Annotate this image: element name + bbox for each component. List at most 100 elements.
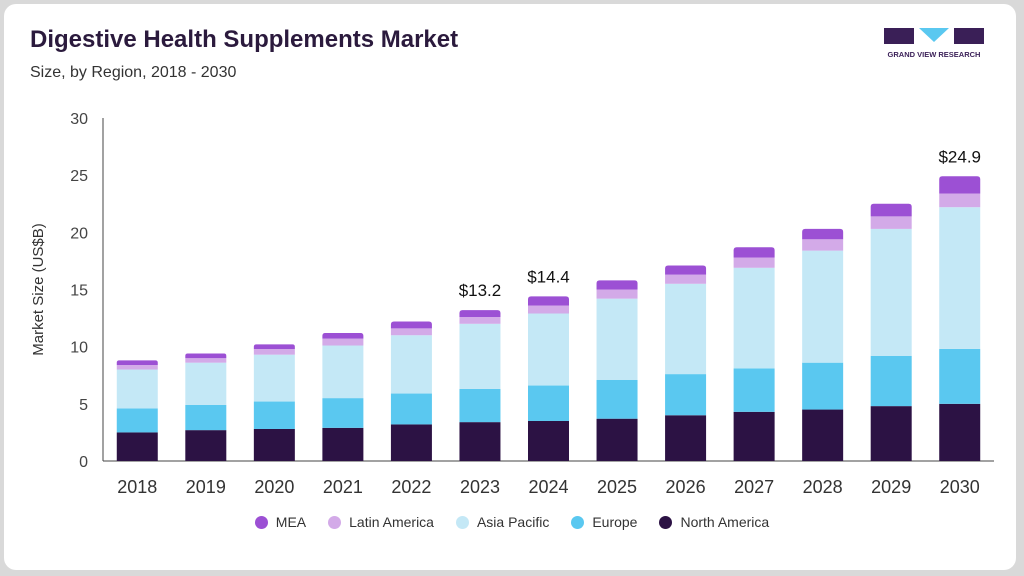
bar-segment-asia-pacific [733, 267, 775, 369]
bar-segment-asia-pacific [870, 228, 912, 356]
bar-segment-latin-america [939, 193, 981, 208]
x-tick-label: 2027 [734, 477, 774, 497]
bar-segment-north-america [528, 420, 569, 461]
bar-segment-latin-america [870, 216, 912, 229]
bar-segment-europe [116, 408, 158, 433]
bar-segment-north-america [870, 406, 912, 461]
bar-segment-north-america [253, 428, 295, 461]
x-tick-label: 2029 [871, 477, 911, 497]
logo-text: GRAND VIEW RESEARCH [888, 50, 981, 59]
y-tick-label: 25 [70, 168, 88, 185]
page-title: Digestive Health Supplements Market [30, 26, 459, 53]
x-tick-label: 2026 [666, 477, 706, 497]
legend-item-mea: MEA [254, 514, 307, 530]
x-tick-label: 2021 [323, 477, 363, 497]
bar-segment-mea [185, 353, 227, 359]
bar-segment-north-america [390, 424, 432, 461]
x-tick-label: 2022 [391, 477, 431, 497]
legend-item-latin-america: Latin America [328, 514, 434, 530]
legend-swatch [571, 515, 585, 529]
grand-view-research-logo: GRAND VIEW RESEARCH [884, 28, 984, 59]
bar-segment-mea [116, 360, 158, 365]
total-value-label: $13.2 [459, 281, 502, 300]
bar-segment-europe [939, 348, 981, 404]
legend-item-asia-pacific: Asia Pacific [455, 514, 550, 530]
bar-segment-europe [733, 368, 775, 412]
y-tick-label: 30 [70, 111, 88, 128]
bar-segment-mea [459, 310, 501, 317]
bar-segment-asia-pacific [116, 369, 158, 409]
bar-segment-europe [185, 404, 227, 431]
legend-label: Latin America [349, 514, 434, 530]
bar-segment-mea [939, 176, 981, 194]
bar-segment-north-america [939, 403, 981, 461]
y-tick-label: 20 [70, 225, 88, 242]
bar-segment-europe [665, 374, 707, 416]
x-tick-label: 2019 [186, 477, 226, 497]
y-axis-label: Market Size (US$B) [30, 223, 47, 356]
bar-segment-mea [528, 296, 569, 306]
bar-segment-mea [322, 332, 364, 339]
bar-segment-north-america [185, 430, 227, 461]
bar-segment-mea [665, 265, 707, 275]
bar-segment-europe [596, 379, 638, 419]
y-tick-label: 15 [70, 283, 88, 300]
bar-segment-asia-pacific [939, 207, 981, 349]
y-tick-label: 10 [70, 340, 88, 357]
legend-swatch [254, 515, 268, 529]
bar-segment-asia-pacific [390, 335, 432, 394]
bar-segment-asia-pacific [528, 313, 569, 386]
bar-segment-north-america [459, 422, 501, 461]
bar-segment-mea [596, 280, 638, 290]
bar-segment-north-america [802, 409, 844, 461]
bar-segment-asia-pacific [665, 283, 707, 375]
legend-swatch [455, 515, 469, 529]
legend-label: Asia Pacific [476, 514, 550, 530]
legend-label: Europe [592, 514, 638, 530]
x-tick-label: 2018 [117, 477, 157, 497]
bar-segment-latin-america [459, 316, 501, 324]
bar-segment-latin-america [253, 348, 295, 355]
bar-segment-asia-pacific [322, 345, 364, 399]
bar-segment-europe [870, 355, 912, 407]
legend-item-europe: Europe [571, 514, 637, 530]
page-subtitle: Size, by Region, 2018 - 2030 [30, 64, 237, 81]
bar-segment-asia-pacific [802, 250, 844, 363]
bar-segment-europe [390, 393, 432, 425]
legend-item-north-america: North America [659, 514, 769, 530]
bar-segment-mea [870, 203, 912, 217]
bar-segment-asia-pacific [253, 354, 295, 402]
bar-segment-asia-pacific [185, 362, 227, 405]
bar-segment-latin-america [116, 364, 158, 370]
legend-label: MEA [275, 514, 307, 530]
x-tick-label: 2024 [528, 477, 568, 497]
bar-segment-latin-america [665, 274, 707, 284]
bar-segment-latin-america [185, 358, 227, 363]
bar-segment-europe [459, 388, 501, 423]
bar-segment-mea [733, 247, 775, 258]
x-tick-label: 2020 [254, 477, 294, 497]
y-tick-label: 5 [79, 397, 88, 414]
x-tick-label: 2025 [597, 477, 637, 497]
chart-legend: MEA Latin America Asia Pacific Europe North … [0, 514, 1024, 530]
bar-segment-north-america [116, 432, 158, 461]
bar-segment-europe [802, 362, 844, 410]
bar-segment-north-america [733, 411, 775, 461]
bar-segment-asia-pacific [596, 298, 638, 380]
bar-segment-latin-america [733, 257, 775, 268]
bar-segment-latin-america [322, 338, 364, 346]
bar-segment-latin-america [596, 289, 638, 299]
x-tick-label: 2030 [940, 477, 980, 497]
bar-segment-latin-america [390, 328, 432, 336]
total-value-label: $14.4 [527, 267, 570, 286]
legend-swatch [328, 515, 342, 529]
bar-segment-mea [802, 228, 844, 240]
bar-segment-europe [528, 385, 569, 421]
y-tick-label: 0 [79, 454, 88, 471]
x-tick-label: 2028 [803, 477, 843, 497]
bar-segment-latin-america [802, 239, 844, 251]
legend-label: North America [680, 514, 770, 530]
x-tick-label: 2023 [460, 477, 500, 497]
bar-segment-north-america [596, 418, 638, 461]
bar-segment-north-america [665, 415, 707, 461]
